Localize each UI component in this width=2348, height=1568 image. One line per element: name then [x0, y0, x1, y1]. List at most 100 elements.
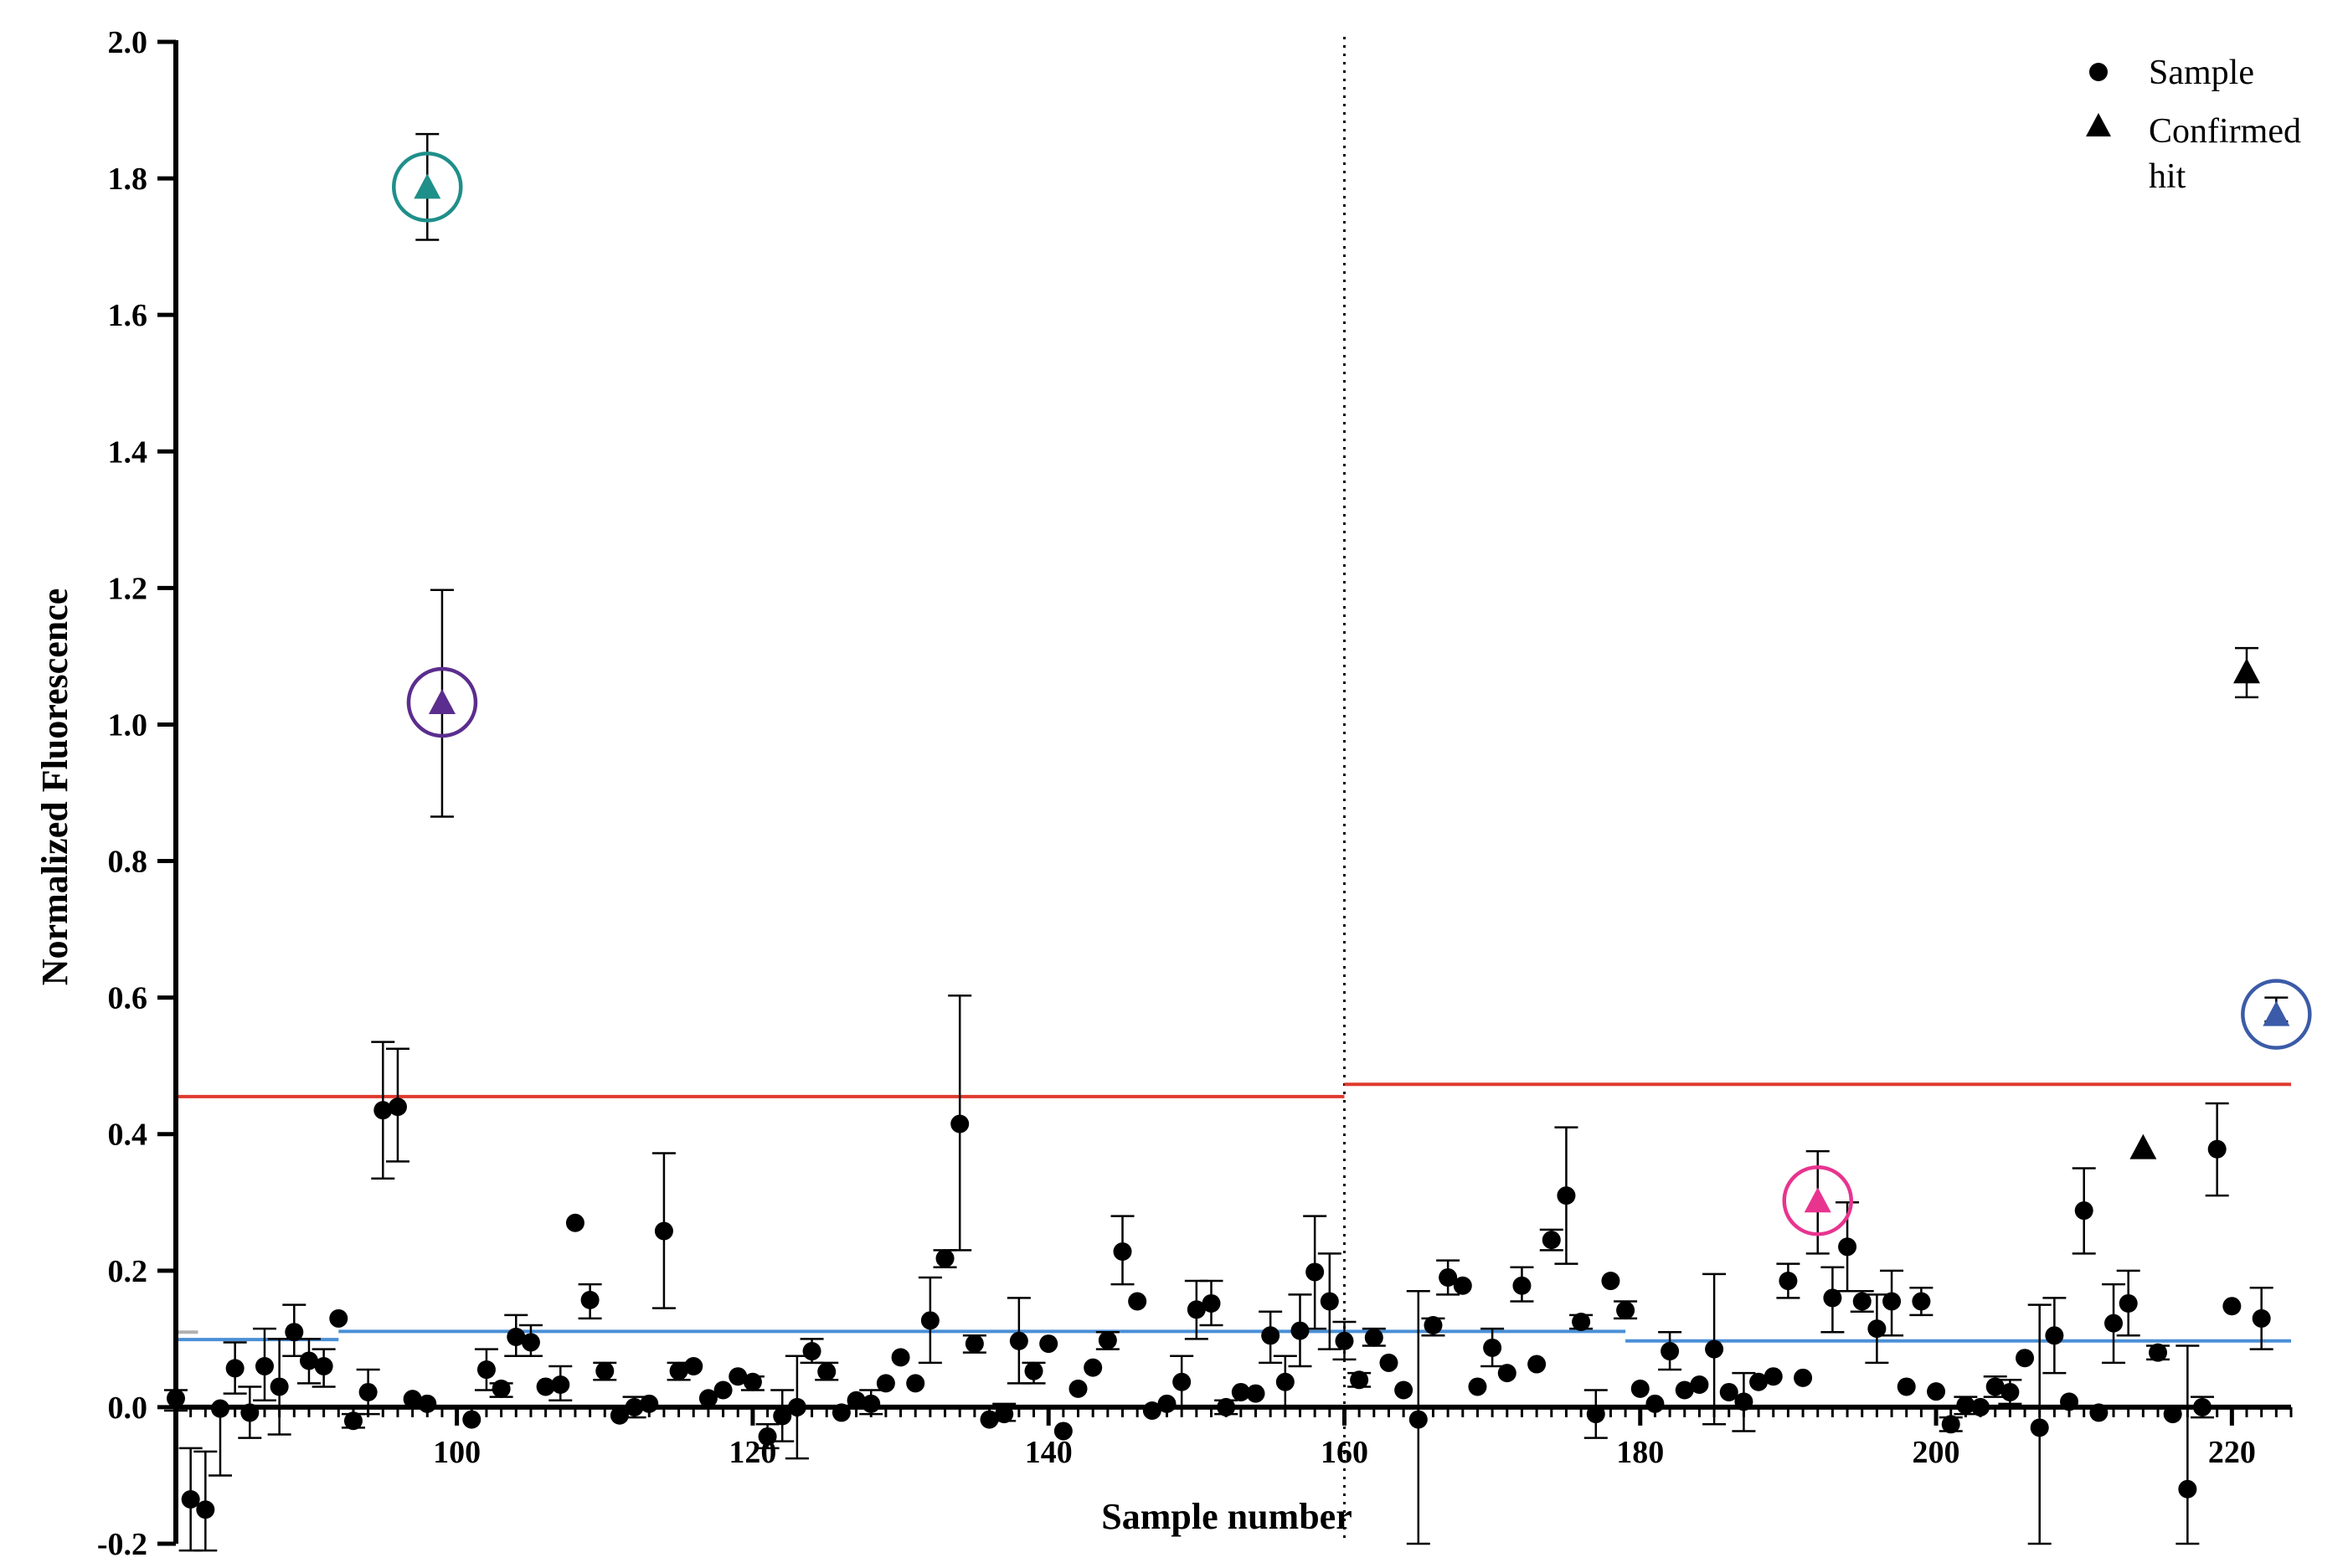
sample-point — [1719, 1382, 1738, 1401]
x-tick-label: 200 — [1913, 1435, 1960, 1470]
sample-point — [876, 1374, 895, 1393]
sample-point — [2178, 1479, 2197, 1499]
sample-point — [1749, 1372, 1769, 1391]
sample-point — [2000, 1382, 2020, 1401]
sample-point — [2149, 1343, 2168, 1362]
hit-point — [414, 173, 441, 199]
sample-point — [403, 1390, 422, 1409]
sample-point — [2119, 1293, 2138, 1313]
hit-highlight-ring — [406, 666, 478, 738]
sample-point — [950, 1114, 970, 1134]
sample-point — [965, 1334, 984, 1354]
sample-point — [1320, 1292, 1339, 1311]
sample-point — [329, 1308, 348, 1328]
sample-point — [1483, 1338, 1502, 1357]
sample-point — [743, 1372, 762, 1391]
tick-labels: -0.2 0.0 0.2 0.4 0.6 0.8 1.0 1.2 1.4 1.6 1.8 2.0 100… — [97, 25, 2256, 1562]
sample-point — [314, 1356, 333, 1375]
sample-point — [1305, 1262, 1325, 1282]
sample-point — [1379, 1353, 1398, 1372]
sample-point — [1039, 1334, 1058, 1354]
sample-point — [1231, 1382, 1250, 1401]
sample-point — [920, 1311, 940, 1330]
sample-point — [1290, 1321, 1310, 1340]
reference-lines — [176, 37, 2291, 1544]
sample-point — [1897, 1377, 1916, 1396]
sample-point — [1630, 1379, 1650, 1398]
sample-point — [1527, 1355, 1547, 1374]
sample-point — [462, 1410, 481, 1429]
sample-point — [196, 1500, 215, 1519]
sample-point — [906, 1374, 925, 1393]
legend: Sample Confirmed hit — [2086, 54, 2301, 196]
sample-point — [1601, 1272, 1620, 1291]
y-tick-label: 1.2 — [108, 571, 148, 606]
sample-point — [891, 1348, 910, 1367]
sample-point — [669, 1361, 688, 1380]
sample-point — [343, 1411, 363, 1431]
sample-point — [729, 1367, 748, 1386]
sample-point — [1350, 1370, 1369, 1390]
sample-point — [1187, 1300, 1206, 1319]
sample-point — [1823, 1288, 1842, 1308]
sample-point — [1542, 1231, 1561, 1250]
sample-point — [507, 1327, 526, 1346]
y-axis-title: Normalized Fluorescence — [34, 589, 75, 985]
y-tick-label: 1.6 — [108, 298, 148, 333]
sample-point — [1927, 1382, 1946, 1401]
sample-point — [758, 1427, 777, 1446]
sample-point — [255, 1356, 274, 1375]
sample-point — [1941, 1415, 1960, 1434]
sample-point — [373, 1101, 393, 1120]
hit-highlight-ring — [2241, 979, 2312, 1050]
sample-point — [1364, 1328, 1383, 1347]
sample-point — [2207, 1139, 2227, 1159]
x-tick-label: 100 — [433, 1435, 481, 1470]
hit-point — [2263, 1000, 2290, 1026]
sample-point — [1424, 1316, 1443, 1335]
sample-point — [1202, 1293, 1221, 1313]
sample-point — [2104, 1314, 2124, 1333]
sample-point — [684, 1356, 703, 1375]
sample-point — [536, 1377, 555, 1396]
sample-point — [388, 1098, 407, 1117]
hit-point — [2129, 1134, 2157, 1159]
sample-point — [285, 1323, 304, 1342]
sample-point — [1275, 1372, 1295, 1391]
sample-point — [1408, 1410, 1428, 1429]
sample-point — [565, 1213, 584, 1232]
sample-point — [817, 1362, 837, 1381]
sample-point — [2030, 1418, 2049, 1437]
sample-point — [1616, 1301, 1635, 1320]
x-tick-label: 180 — [1616, 1435, 1664, 1470]
sample-point — [1009, 1331, 1028, 1350]
sample-point — [270, 1377, 289, 1396]
sample-point — [1690, 1375, 1709, 1394]
sample-point — [1852, 1292, 1872, 1311]
sample-point — [1053, 1421, 1073, 1441]
sample-point — [1838, 1237, 1857, 1257]
sample-point — [358, 1382, 378, 1401]
x-tick-label: 220 — [2208, 1435, 2256, 1470]
sample-point — [1912, 1292, 1931, 1311]
sample-point — [1098, 1330, 1117, 1350]
sample-point — [1497, 1364, 1516, 1383]
sample-point — [492, 1379, 511, 1398]
sample-point — [802, 1342, 821, 1361]
sample-point — [1867, 1319, 1887, 1339]
sample-point — [1246, 1384, 1265, 1403]
sample-point — [1024, 1361, 1043, 1380]
sample-point — [1985, 1377, 2005, 1396]
sample-point — [225, 1359, 245, 1378]
sample-point — [1675, 1380, 1694, 1400]
legend-hit-marker — [2086, 113, 2111, 136]
sample-point — [1705, 1339, 1724, 1359]
y-tick-label: 0.6 — [108, 981, 148, 1016]
y-tick-label: 2.0 — [108, 25, 148, 60]
sample-point — [1779, 1272, 1798, 1291]
legend-hit-label-line1: Confirmed — [2149, 112, 2301, 151]
sample-point — [1172, 1372, 1192, 1391]
y-tick-label: 0.0 — [108, 1391, 148, 1426]
sample-point — [2074, 1201, 2093, 1221]
